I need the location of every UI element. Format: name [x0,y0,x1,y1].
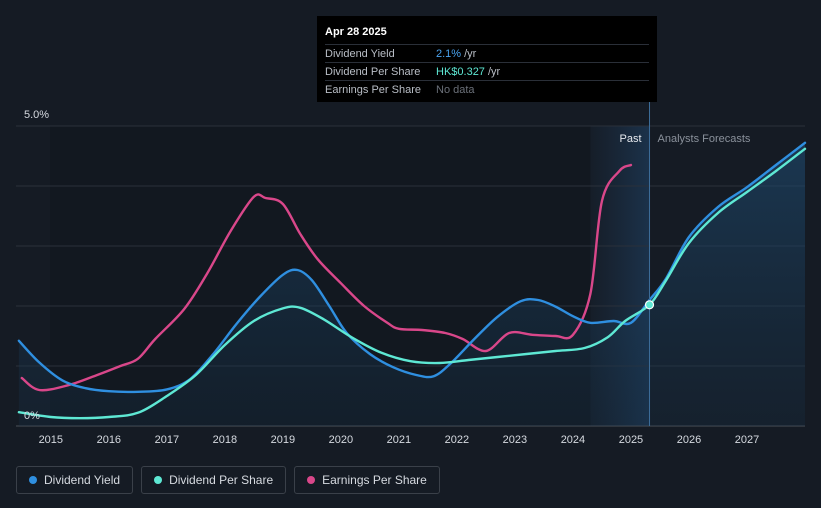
legend-label: Dividend Per Share [169,473,274,487]
x-tick-label: 2026 [677,434,701,446]
legend-item-dividend-yield[interactable]: Dividend Yield [16,466,134,494]
tooltip-unit: /yr [464,47,477,60]
tooltip: Apr 28 2025 Dividend Yield 2.1% /yr Divi… [317,16,657,102]
x-tick-label: 2024 [561,434,585,446]
tooltip-unit: /yr [487,65,501,78]
tooltip-value: HK$0.327 [436,65,485,78]
tooltip-value: No data [436,83,475,96]
tooltip-label: Dividend Per Share [325,65,421,78]
forecast-region-label: Analysts Forecasts [658,133,751,145]
x-axis-ticks: 2015 2016 2017 2018 2019 2020 2021 2022 2023 2024… [39,434,760,446]
y-axis-ticks: 5.0% 0% [24,109,49,422]
x-tick-label: 2025 [619,434,643,446]
legend-item-dividend-per-share[interactable]: Dividend Per Share [141,466,287,494]
series-line-dividend-per-share [17,147,807,420]
tooltip-label: Earnings Per Share [325,83,421,96]
y-tick-label: 0% [24,410,40,422]
x-tick-label: 2018 [213,434,237,446]
tooltip-row-earnings-per-share: Earnings Per Share No data [325,80,649,98]
legend: Dividend Yield Dividend Per Share Earnin… [16,466,440,494]
x-tick-label: 2016 [97,434,121,446]
x-tick-label: 2020 [329,434,353,446]
dividend-yield-dot-icon [29,476,37,484]
x-tick-label: 2017 [155,434,179,446]
x-tick-label: 2022 [445,434,469,446]
today-marker-dot[interactable] [644,300,655,310]
x-tick-label: 2019 [271,434,295,446]
tooltip-label: Dividend Yield [325,47,395,60]
x-tick-label: 2015 [39,434,63,446]
y-tick-label: 5.0% [24,109,49,121]
tooltip-date: Apr 28 2025 [325,26,387,38]
legend-label: Dividend Yield [44,473,121,487]
x-tick-label: 2027 [735,434,759,446]
series-line-earnings-per-share [20,163,633,392]
tooltip-row-dividend-per-share: Dividend Per Share HK$0.327 /yr [325,62,649,80]
x-tick-label: 2023 [503,434,527,446]
x-tick-label: 2021 [387,434,411,446]
legend-label: Earnings Per Share [322,473,427,487]
tooltip-value: 2.1% [436,47,462,60]
tooltip-row-dividend-yield: Dividend Yield 2.1% /yr [325,44,649,62]
past-region-label: Past [620,133,642,145]
legend-item-earnings-per-share[interactable]: Earnings Per Share [294,466,440,494]
earnings-per-share-dot-icon [307,476,316,484]
dividend-per-share-dot-icon [154,476,163,484]
